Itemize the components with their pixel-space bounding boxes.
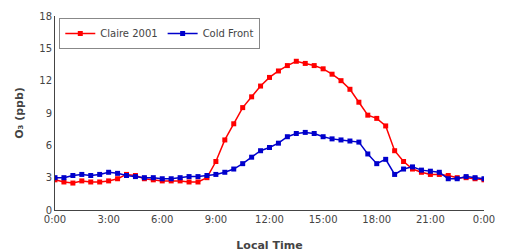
svg-text:6:00: 6:00 xyxy=(151,214,173,225)
svg-text:9: 9 xyxy=(46,108,52,119)
svg-text:O₃ (ppb): O₃ (ppb) xyxy=(13,87,26,139)
svg-text:18: 18 xyxy=(39,11,52,22)
svg-text:0:00: 0:00 xyxy=(44,214,66,225)
svg-text:18:00: 18:00 xyxy=(362,214,391,225)
svg-text:3:00: 3:00 xyxy=(97,214,119,225)
svg-text:Cold Front: Cold Front xyxy=(203,28,254,39)
svg-text:0: 0 xyxy=(46,205,52,216)
svg-text:9:00: 9:00 xyxy=(205,214,227,225)
svg-text:12: 12 xyxy=(39,75,52,86)
svg-text:Claire 2001: Claire 2001 xyxy=(100,28,157,39)
svg-text:15: 15 xyxy=(39,43,52,54)
svg-text:3: 3 xyxy=(46,172,52,183)
svg-text:0:00: 0:00 xyxy=(473,214,495,225)
svg-text:12:00: 12:00 xyxy=(255,214,284,225)
svg-text:21:00: 21:00 xyxy=(416,214,445,225)
svg-text:15:00: 15:00 xyxy=(309,214,338,225)
svg-text:Local Time: Local Time xyxy=(236,239,302,252)
svg-text:6: 6 xyxy=(46,140,52,151)
